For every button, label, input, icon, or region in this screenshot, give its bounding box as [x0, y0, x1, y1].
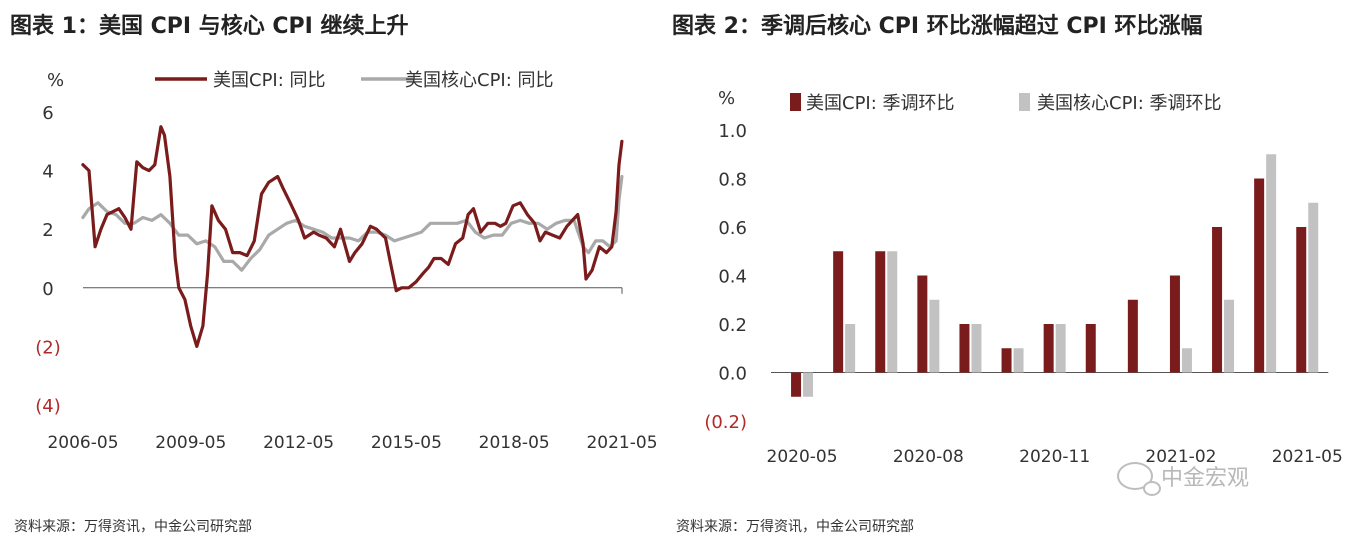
chart1-y-tick-label: (2) — [35, 337, 61, 358]
chart1-y-tick-label: 4 — [42, 162, 53, 183]
chart2-bar-0 — [1085, 324, 1096, 373]
chart1-legend-label-0: 美国CPI: 同比 — [213, 70, 326, 91]
chart2-bar-1 — [887, 251, 898, 373]
chart2-bar-1 — [1055, 324, 1066, 373]
chart2-y-tick-label: (0.2) — [704, 412, 747, 433]
chart2-bar-1 — [1266, 154, 1277, 373]
chart2-bar-chart: % 1.0 0.8 0.6 0.4 0.2 0.0 (0.2) 2020-05 2020-08 20… — [704, 88, 1343, 467]
chart2-y-tick-label: 1.0 — [718, 121, 747, 142]
chart1-series-line-0 — [81, 125, 624, 348]
chart1-x-tick-label: 2006-05 — [47, 433, 118, 453]
chart1-y-tick-label: 0 — [42, 279, 53, 300]
chart2-source: 资料来源：万得资讯，中金公司研究部 — [676, 519, 914, 535]
chart2-bar-1 — [971, 324, 982, 373]
chart1-source: 资料来源：万得资讯，中金公司研究部 — [14, 519, 252, 535]
chart2-legend-label-0: 美国CPI: 季调环比 — [806, 93, 955, 114]
chart2-bar-1 — [1013, 348, 1024, 373]
chart2-x-tick-label: 2020-05 — [767, 447, 838, 467]
chart2-y-tick-label: 0.4 — [718, 267, 747, 288]
chart2-bar-1 — [1308, 202, 1319, 373]
chart1-y-unit: % — [47, 70, 64, 91]
chart1-line-chart: % 6 4 2 0 (2) (4) 2006-05 2009-05 2012-05 2015-05 2… — [35, 70, 657, 453]
wechat-icon — [1117, 462, 1161, 496]
chart1-y-tick-label: 2 — [42, 220, 53, 241]
chart2-x-tick-label: 2020-08 — [893, 447, 964, 467]
chart2-bar-1 — [1181, 348, 1192, 373]
chart2-bar-1 — [845, 324, 856, 373]
chart1-title: 图表 1：美国 CPI 与核心 CPI 继续上升 — [10, 14, 409, 39]
chart2-legend-label-1: 美国核心CPI: 季调环比 — [1037, 93, 1222, 114]
chart2-y-unit: % — [718, 88, 735, 109]
chart2-bar-0 — [833, 251, 844, 373]
chart2-x-tick-label: 2021-05 — [1272, 447, 1343, 467]
chart2-bar-0 — [959, 324, 970, 373]
chart2-bar-0 — [1254, 178, 1265, 373]
chart2-bar-0 — [1001, 348, 1012, 373]
chart2-legend-swatch-0 — [790, 93, 801, 111]
chart1-y-tick-label: 6 — [42, 103, 53, 124]
chart1-y-tick-label: (4) — [35, 396, 61, 417]
chart1-x-tick-label: 2015-05 — [371, 433, 442, 453]
chart2-y-tick-label: 0.8 — [718, 170, 747, 191]
chart2-bar-0 — [1296, 227, 1307, 373]
chart2-bar-0 — [791, 372, 802, 397]
chart1-x-tick-label: 2012-05 — [263, 433, 334, 453]
chart2-y-tick-label: 0.2 — [718, 315, 747, 336]
chart2-legend-swatch-1 — [1019, 93, 1030, 111]
chart2-bar-0 — [875, 251, 886, 373]
chart2-bar-1 — [1224, 299, 1235, 373]
chart2-y-tick-label: 0.0 — [718, 364, 747, 385]
chart2-bar-0 — [1169, 275, 1180, 373]
chart2-x-tick-label: 2020-11 — [1019, 447, 1090, 467]
chart2-x-tick-label: 2021-02 — [1145, 447, 1216, 467]
chart2-bar-0 — [917, 275, 928, 373]
chart2-bar-1 — [803, 372, 814, 397]
chart1-x-tick-label: 2021-05 — [586, 433, 657, 453]
chart2-y-tick-label: 0.6 — [718, 218, 747, 239]
chart2-bar-1 — [929, 299, 940, 373]
watermark-text: 中金宏观 — [1161, 466, 1250, 491]
chart2-bar-0 — [1127, 299, 1138, 373]
chart1-x-tick-label: 2009-05 — [155, 433, 226, 453]
chart1-legend-label-1: 美国核心CPI: 同比 — [405, 70, 554, 91]
watermark: 中金宏观 — [1117, 460, 1250, 496]
chart1-x-tick-label: 2018-05 — [479, 433, 550, 453]
chart2-title: 图表 2：季调后核心 CPI 环比涨幅超过 CPI 环比涨幅 — [672, 14, 1203, 39]
chart2-bar-0 — [1212, 227, 1223, 373]
chart2-bar-0 — [1043, 324, 1054, 373]
